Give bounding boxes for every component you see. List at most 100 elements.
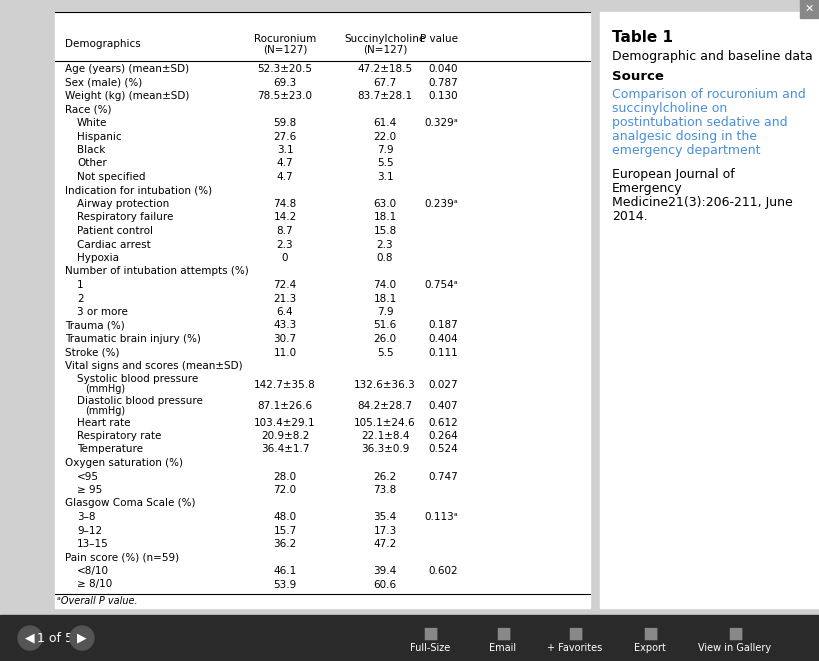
Text: 74.8: 74.8	[274, 199, 296, 209]
Text: 105.1±24.6: 105.1±24.6	[354, 418, 416, 428]
Text: Vital signs and scores (mean±SD): Vital signs and scores (mean±SD)	[65, 361, 242, 371]
Text: 22.0: 22.0	[373, 132, 396, 141]
Text: 36.2: 36.2	[274, 539, 296, 549]
Text: 132.6±36.3: 132.6±36.3	[354, 379, 416, 389]
Text: 0.407: 0.407	[428, 401, 458, 411]
Text: 59.8: 59.8	[274, 118, 296, 128]
Text: Traumatic brain injury (%): Traumatic brain injury (%)	[65, 334, 201, 344]
Text: 2: 2	[77, 293, 84, 303]
Text: Cardiac arrest: Cardiac arrest	[77, 239, 151, 249]
Text: 48.0: 48.0	[274, 512, 296, 522]
Text: 47.2±18.5: 47.2±18.5	[357, 64, 413, 74]
Text: Weight (kg) (mean±SD): Weight (kg) (mean±SD)	[65, 91, 189, 101]
Text: Export: Export	[634, 643, 666, 653]
Text: 0.264: 0.264	[428, 431, 458, 441]
Text: Age (years) (mean±SD): Age (years) (mean±SD)	[65, 64, 189, 74]
Text: (N=127): (N=127)	[263, 44, 307, 54]
Text: 22.1±8.4: 22.1±8.4	[360, 431, 410, 441]
Text: 46.1: 46.1	[274, 566, 296, 576]
Text: 3.1: 3.1	[277, 145, 293, 155]
Text: 3–8: 3–8	[77, 512, 96, 522]
Text: ≥ 95: ≥ 95	[77, 485, 102, 495]
Text: ◼: ◼	[567, 623, 583, 642]
Text: 5.5: 5.5	[377, 159, 393, 169]
Text: postintubation sedative and: postintubation sedative and	[612, 116, 788, 129]
Text: 0.130: 0.130	[428, 91, 458, 101]
Text: 43.3: 43.3	[274, 321, 296, 330]
Text: 0: 0	[282, 253, 288, 263]
Text: (mmHg): (mmHg)	[85, 385, 125, 395]
Text: 20.9±8.2: 20.9±8.2	[260, 431, 310, 441]
Text: Medicine21(3):206-211, June: Medicine21(3):206-211, June	[612, 196, 793, 209]
Text: Succinylcholine: Succinylcholine	[344, 34, 426, 44]
Text: 3 or more: 3 or more	[77, 307, 128, 317]
Text: 7.9: 7.9	[377, 145, 393, 155]
Text: ◼: ◼	[495, 623, 511, 642]
Text: Demographic and baseline data: Demographic and baseline data	[612, 50, 812, 63]
Text: 0.329ᵃ: 0.329ᵃ	[424, 118, 458, 128]
Text: Oxygen saturation (%): Oxygen saturation (%)	[65, 458, 183, 468]
Text: 8.7: 8.7	[277, 226, 293, 236]
Text: 18.1: 18.1	[373, 212, 396, 223]
Text: (N=127): (N=127)	[363, 44, 407, 54]
Text: (mmHg): (mmHg)	[85, 406, 125, 416]
Text: analgesic dosing in the: analgesic dosing in the	[612, 130, 757, 143]
Text: 28.0: 28.0	[274, 471, 296, 481]
Text: 142.7±35.8: 142.7±35.8	[254, 379, 316, 389]
Text: 72.4: 72.4	[274, 280, 296, 290]
Text: 0.602: 0.602	[428, 566, 458, 576]
Text: Table 1: Table 1	[612, 30, 673, 45]
Text: Comparison of rocuronium and: Comparison of rocuronium and	[612, 88, 806, 101]
Text: Not specified: Not specified	[77, 172, 146, 182]
Bar	[55, 12, 590, 608]
Text: 26.0: 26.0	[373, 334, 396, 344]
Text: Stroke (%): Stroke (%)	[65, 348, 120, 358]
Text: Demographics: Demographics	[65, 39, 141, 49]
Text: 0.524: 0.524	[428, 444, 458, 455]
Text: <95: <95	[77, 471, 99, 481]
Text: 63.0: 63.0	[373, 199, 396, 209]
Text: 69.3: 69.3	[274, 77, 296, 87]
Text: 0.239ᵃ: 0.239ᵃ	[424, 199, 458, 209]
Text: 47.2: 47.2	[373, 539, 396, 549]
Text: 51.6: 51.6	[373, 321, 396, 330]
Text: 5.5: 5.5	[377, 348, 393, 358]
Text: ◼: ◼	[727, 623, 743, 642]
Text: Hypoxia: Hypoxia	[77, 253, 119, 263]
Text: 73.8: 73.8	[373, 485, 396, 495]
Text: 36.3±0.9: 36.3±0.9	[361, 444, 410, 455]
Text: 0.754ᵃ: 0.754ᵃ	[424, 280, 458, 290]
Text: 74.0: 74.0	[373, 280, 396, 290]
Text: 14.2: 14.2	[274, 212, 296, 223]
Text: P value: P value	[420, 34, 458, 44]
Text: 0.187: 0.187	[428, 321, 458, 330]
Text: 36.4±1.7: 36.4±1.7	[260, 444, 310, 455]
Text: <8/10: <8/10	[77, 566, 109, 576]
Text: 17.3: 17.3	[373, 525, 396, 535]
Text: 6.4: 6.4	[277, 307, 293, 317]
Text: Respiratory failure: Respiratory failure	[77, 212, 174, 223]
Text: Systolic blood pressure: Systolic blood pressure	[77, 375, 198, 385]
Bar	[0, 615, 819, 661]
Text: 0.8: 0.8	[377, 253, 393, 263]
Text: 0.747: 0.747	[428, 471, 458, 481]
Text: European Journal of: European Journal of	[612, 168, 735, 181]
Text: Respiratory rate: Respiratory rate	[77, 431, 161, 441]
Text: + Favorites: + Favorites	[547, 643, 603, 653]
Text: ✕: ✕	[804, 4, 814, 14]
Text: ≥ 8/10: ≥ 8/10	[77, 580, 112, 590]
Text: 27.6: 27.6	[274, 132, 296, 141]
Text: 7.9: 7.9	[377, 307, 393, 317]
Text: Patient control: Patient control	[77, 226, 153, 236]
Text: Full-Size: Full-Size	[410, 643, 450, 653]
Text: ᵃOverall P value.: ᵃOverall P value.	[57, 596, 138, 606]
Bar	[800, 0, 819, 18]
Text: 4.7: 4.7	[277, 159, 293, 169]
Text: ▶: ▶	[77, 631, 87, 644]
Text: 35.4: 35.4	[373, 512, 396, 522]
Text: View in Gallery: View in Gallery	[699, 643, 771, 653]
Text: 30.7: 30.7	[274, 334, 296, 344]
Text: 0.404: 0.404	[428, 334, 458, 344]
Text: 0.612: 0.612	[428, 418, 458, 428]
Text: 0.787: 0.787	[428, 77, 458, 87]
